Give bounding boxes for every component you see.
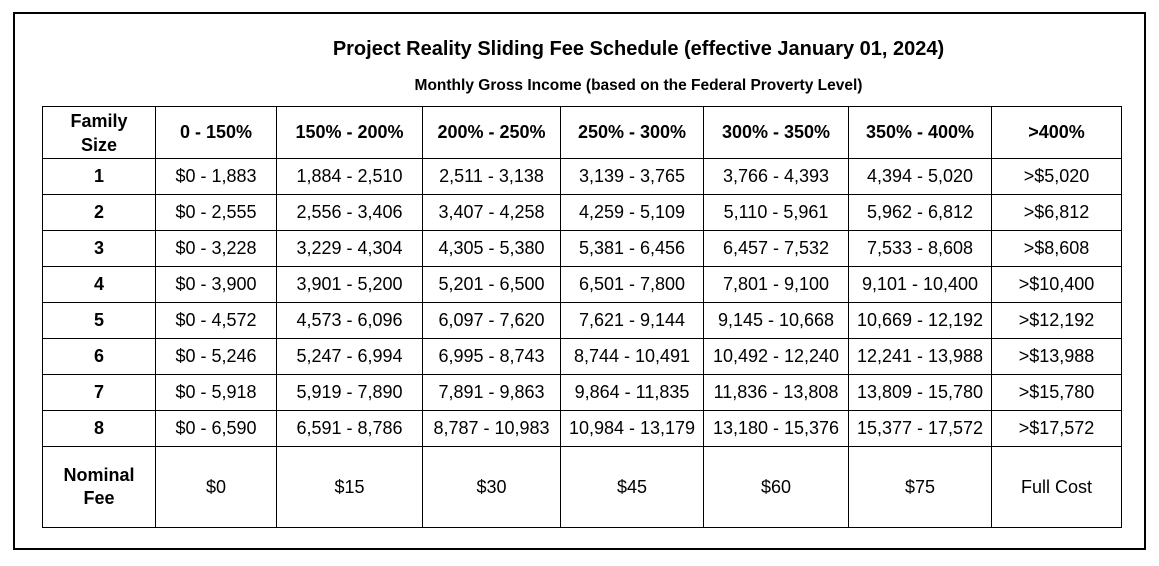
column-header: 150% - 200%: [276, 106, 423, 159]
income-cell: 4,259 - 5,109: [560, 194, 704, 231]
nominal-fee-row: Nominal Fee $0 $15 $30 $45 $60 $75 Full …: [42, 446, 1122, 528]
page-subtitle: Monthly Gross Income (based on the Feder…: [414, 77, 863, 94]
column-header: 200% - 250%: [422, 106, 561, 159]
income-cell: 5,381 - 6,456: [560, 230, 704, 267]
table-row: 3 $0 - 3,228 3,229 - 4,304 4,305 - 5,380…: [42, 230, 1122, 267]
nominal-fee-label: Nominal Fee: [42, 446, 156, 528]
family-size-cell: 1: [42, 158, 156, 195]
nominal-fee-label-line2: Fee: [83, 488, 115, 508]
income-cell: $0 - 4,572: [155, 302, 277, 339]
income-cell: 6,457 - 7,532: [703, 230, 849, 267]
income-cell: $0 - 1,883: [155, 158, 277, 195]
income-cell: 11,836 - 13,808: [703, 374, 849, 411]
income-cell: 7,891 - 9,863: [422, 374, 561, 411]
income-cell: 10,984 - 13,179: [560, 410, 704, 447]
table-row: 4 $0 - 3,900 3,901 - 5,200 5,201 - 6,500…: [42, 266, 1122, 303]
income-cell: 9,101 - 10,400: [848, 266, 992, 303]
nominal-fee-cell: $30: [422, 446, 561, 528]
family-size-cell: 2: [42, 194, 156, 231]
income-cell: >$10,400: [991, 266, 1122, 303]
income-cell: 1,884 - 2,510: [276, 158, 423, 195]
table-row: 6 $0 - 5,246 5,247 - 6,994 6,995 - 8,743…: [42, 338, 1122, 375]
table-header-row: Family Size 0 - 150% 150% - 200% 200% - …: [42, 106, 1122, 159]
table-row: 5 $0 - 4,572 4,573 - 6,096 6,097 - 7,620…: [42, 302, 1122, 339]
income-cell: 8,744 - 10,491: [560, 338, 704, 375]
family-size-header-line2: Size: [80, 134, 118, 155]
family-size-header-line1: Family: [70, 110, 128, 131]
income-cell: 4,573 - 6,096: [276, 302, 423, 339]
family-size-header: Family Size: [42, 106, 156, 159]
income-cell: 3,229 - 4,304: [276, 230, 423, 267]
income-cell: >$17,572: [991, 410, 1122, 447]
income-cell: 9,145 - 10,668: [703, 302, 849, 339]
income-cell: 7,801 - 9,100: [703, 266, 849, 303]
table-row: 8 $0 - 6,590 6,591 - 8,786 8,787 - 10,98…: [42, 410, 1122, 447]
income-cell: 7,621 - 9,144: [560, 302, 704, 339]
table-row: 1 $0 - 1,883 1,884 - 2,510 2,511 - 3,138…: [42, 158, 1122, 195]
income-cell: 5,110 - 5,961: [703, 194, 849, 231]
income-cell: >$6,812: [991, 194, 1122, 231]
family-size-cell: 3: [42, 230, 156, 267]
family-size-cell: 5: [42, 302, 156, 339]
income-cell: $0 - 3,228: [155, 230, 277, 267]
income-cell: 3,901 - 5,200: [276, 266, 423, 303]
income-cell: 10,492 - 12,240: [703, 338, 849, 375]
income-cell: 8,787 - 10,983: [422, 410, 561, 447]
column-header: >400%: [991, 106, 1122, 159]
nominal-fee-cell: $15: [276, 446, 423, 528]
column-header: 350% - 400%: [848, 106, 992, 159]
nominal-fee-cell: Full Cost: [991, 446, 1122, 528]
table-row: 2 $0 - 2,555 2,556 - 3,406 3,407 - 4,258…: [42, 194, 1122, 231]
column-header: 0 - 150%: [155, 106, 277, 159]
family-size-cell: 8: [42, 410, 156, 447]
page-title: Project Reality Sliding Fee Schedule (ef…: [332, 38, 945, 60]
income-cell: 15,377 - 17,572: [848, 410, 992, 447]
income-cell: 5,201 - 6,500: [422, 266, 561, 303]
family-size-cell: 4: [42, 266, 156, 303]
income-cell: 2,511 - 3,138: [422, 158, 561, 195]
income-cell: 3,139 - 3,765: [560, 158, 704, 195]
income-cell: >$5,020: [991, 158, 1122, 195]
income-cell: 6,501 - 7,800: [560, 266, 704, 303]
income-cell: 3,407 - 4,258: [422, 194, 561, 231]
nominal-fee-cell: $75: [848, 446, 992, 528]
income-cell: >$15,780: [991, 374, 1122, 411]
table-row: 7 $0 - 5,918 5,919 - 7,890 7,891 - 9,863…: [42, 374, 1122, 411]
income-cell: 10,669 - 12,192: [848, 302, 992, 339]
income-cell: $0 - 2,555: [155, 194, 277, 231]
income-cell: >$12,192: [991, 302, 1122, 339]
income-cell: 2,556 - 3,406: [276, 194, 423, 231]
income-cell: >$13,988: [991, 338, 1122, 375]
income-cell: 4,394 - 5,020: [848, 158, 992, 195]
income-cell: 5,919 - 7,890: [276, 374, 423, 411]
income-cell: >$8,608: [991, 230, 1122, 267]
income-cell: 9,864 - 11,835: [560, 374, 704, 411]
column-header: 300% - 350%: [703, 106, 849, 159]
income-cell: 6,097 - 7,620: [422, 302, 561, 339]
income-cell: $0 - 6,590: [155, 410, 277, 447]
income-cell: 12,241 - 13,988: [848, 338, 992, 375]
nominal-fee-cell: $60: [703, 446, 849, 528]
nominal-fee-label-line1: Nominal: [63, 465, 135, 485]
income-cell: 7,533 - 8,608: [848, 230, 992, 267]
income-cell: 4,305 - 5,380: [422, 230, 561, 267]
nominal-fee-cell: $45: [560, 446, 704, 528]
income-cell: $0 - 5,918: [155, 374, 277, 411]
family-size-cell: 7: [42, 374, 156, 411]
income-cell: 13,180 - 15,376: [703, 410, 849, 447]
income-cell: 13,809 - 15,780: [848, 374, 992, 411]
family-size-cell: 6: [42, 338, 156, 375]
income-cell: $0 - 5,246: [155, 338, 277, 375]
column-header: 250% - 300%: [560, 106, 704, 159]
document-frame: [13, 12, 1146, 550]
income-cell: 6,591 - 8,786: [276, 410, 423, 447]
nominal-fee-cell: $0: [155, 446, 277, 528]
income-cell: 5,247 - 6,994: [276, 338, 423, 375]
income-cell: 6,995 - 8,743: [422, 338, 561, 375]
income-cell: 5,962 - 6,812: [848, 194, 992, 231]
income-cell: 3,766 - 4,393: [703, 158, 849, 195]
income-cell: $0 - 3,900: [155, 266, 277, 303]
fee-schedule-table: Family Size 0 - 150% 150% - 200% 200% - …: [42, 106, 1122, 528]
